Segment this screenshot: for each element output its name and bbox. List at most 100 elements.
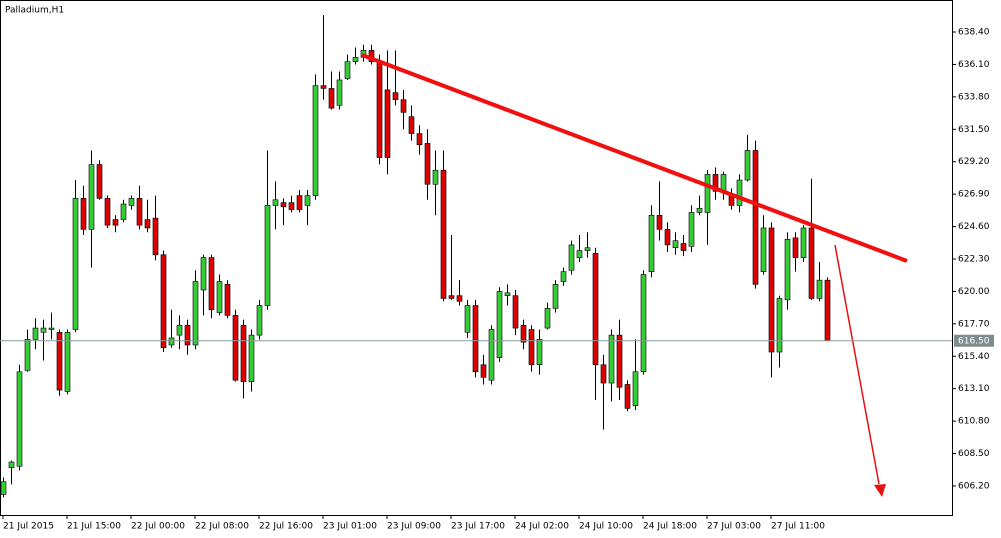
x-tick-label: 24 Jul 10:00 [579,522,633,532]
y-tick-label: 636.10 [958,60,990,70]
candle-body [400,99,407,113]
candle-body [376,61,383,158]
y-tick-label: 622.30 [958,254,990,264]
y-tick-label: 631.50 [958,125,990,135]
candle-body [352,57,359,62]
candle-body [784,238,791,301]
candle-body [656,214,663,230]
candle-body [200,257,207,291]
candle-body [264,205,271,306]
candle-body [624,384,631,409]
x-tick-label: 23 Jul 17:00 [451,522,505,532]
chart-title: Palladium,H1 [5,6,64,16]
x-tick-label: 22 Jul 16:00 [259,522,313,532]
candle-body [248,334,255,382]
candle-body [176,324,183,336]
candle-body [40,327,47,333]
candle-body [752,150,759,285]
x-tick-label: 21 Jul 15:00 [67,522,121,532]
candle-body [472,305,479,373]
y-tick-label: 610.80 [958,417,990,427]
candle-body [744,150,751,181]
candle-body [520,324,527,343]
candle-body [136,198,143,226]
forecast-arrow [834,244,880,485]
y-tick-label: 629.20 [958,157,990,167]
candle-body [736,179,743,206]
x-tick-label: 27 Jul 11:00 [771,522,825,532]
candle-body [712,174,719,192]
trend-line [361,53,908,263]
x-tick-label: 21 Jul 2015 [3,522,54,532]
candle-body [560,271,567,282]
candle-body [664,229,671,246]
candle-body [424,143,431,185]
candle-body [504,292,511,296]
candle-body [528,329,535,366]
candle-body [392,92,399,100]
candle-body [496,291,503,358]
candle-body [608,334,615,384]
candle-body [96,164,103,199]
candle-body [56,331,63,391]
candle-body [568,244,575,271]
current-price-box [954,334,994,347]
candle-body [616,334,623,388]
candle-body [720,174,727,192]
candle-body [64,331,71,392]
candle-body [792,237,799,258]
candle-body [240,324,247,382]
candle-body [328,88,335,109]
candle-body [128,198,135,206]
candle-body [88,164,95,230]
candle-body [456,295,463,302]
candle-body [304,195,311,206]
candle-body [480,364,487,378]
candle-body [48,327,55,330]
y-tick-label: 608.50 [958,449,990,459]
candle-body [120,203,127,220]
candle-body [632,371,639,406]
candle-body [776,298,783,353]
candle-body [208,257,215,311]
candle-body [24,339,31,371]
candle-body [672,240,679,249]
candle-body [216,281,223,313]
candle-body [800,227,807,258]
candle-body [432,169,439,185]
candle-body [584,247,591,251]
y-tick-label: 626.90 [958,190,990,200]
candle-body [160,254,167,349]
candle-body [760,227,767,272]
y-tick-label: 633.80 [958,92,990,102]
candle-body [440,169,447,299]
marks [0,15,831,498]
candle-body [112,219,119,226]
y-tick-label: 624.60 [958,222,990,232]
y-tick-label: 615.40 [958,352,990,362]
candle-body [488,329,495,381]
candle-body [824,279,831,342]
x-tick-label: 22 Jul 08:00 [195,522,249,532]
candle-body [680,243,687,251]
candle-body [72,198,79,330]
candle-body [192,281,199,346]
y-tick-label: 617.70 [958,319,990,329]
candle-body [184,324,191,346]
candle-body [344,61,351,79]
x-tick-label: 24 Jul 02:00 [515,522,569,532]
current-price-label: 616.50 [958,336,990,346]
candle-body [312,85,319,196]
candle-body [648,214,655,272]
candle-body [704,174,711,213]
candle-body [592,253,599,366]
x-tick-label: 23 Jul 09:00 [387,522,441,532]
candle-body [600,364,607,384]
y-tick-label: 638.40 [958,28,990,38]
candle-body [144,219,151,229]
x-tick-label: 27 Jul 03:00 [707,522,761,532]
candle-body [336,79,343,106]
x-tick-label: 22 Jul 00:00 [131,522,185,532]
candle-body [320,85,327,89]
